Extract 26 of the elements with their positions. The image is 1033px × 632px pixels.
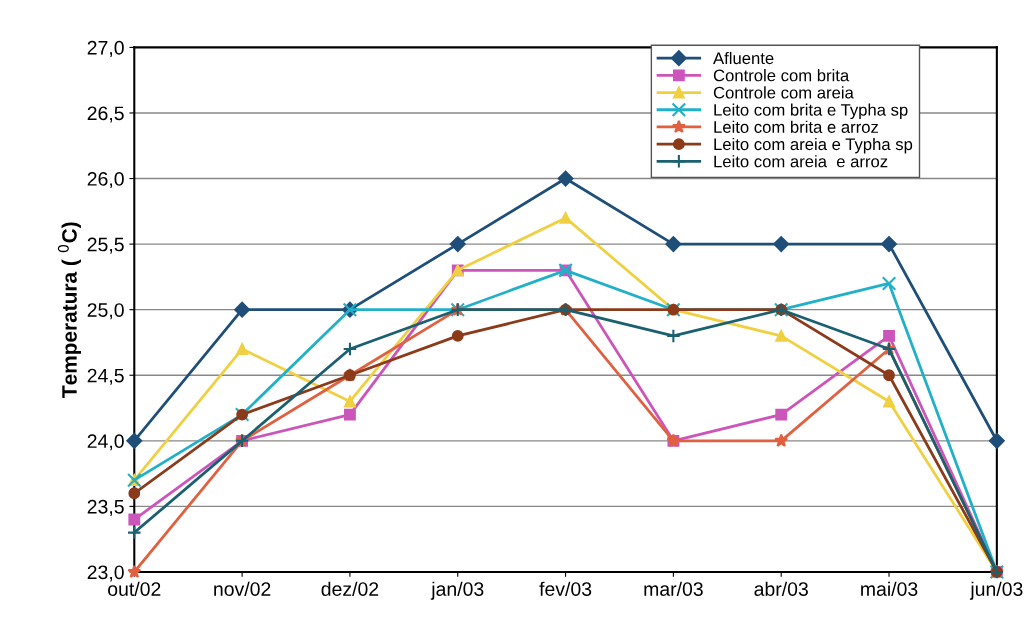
y-tick-label: 23,5 xyxy=(87,499,124,516)
x-tick-label: out/02 xyxy=(108,581,161,596)
x-tick-label: fev/03 xyxy=(539,581,592,596)
legend-label: Leito com brita e arroz xyxy=(714,120,879,133)
y-tick-label: 26,5 xyxy=(87,106,124,123)
x-tick-label: jan/03 xyxy=(430,581,484,600)
legend-label: Leito com areia e arroz xyxy=(714,155,888,168)
y-tick-label: 24,0 xyxy=(87,434,124,451)
legend-label: Leito com brita e Typha sp xyxy=(714,103,908,120)
y-tick-label: 23,0 xyxy=(87,565,124,582)
x-tick-label: mai/03 xyxy=(861,581,918,596)
y-tick-label: 25,5 xyxy=(87,237,124,254)
y-tick-label: 24,5 xyxy=(87,368,124,385)
legend-label: Leito com areia e Typha sp xyxy=(714,137,913,154)
x-tick-label: abr/03 xyxy=(754,581,808,596)
x-tick-label: mar/03 xyxy=(644,581,703,596)
legend-label: Afluente xyxy=(713,51,774,65)
x-tick-label: nov/02 xyxy=(214,581,271,596)
x-tick-label: jun/03 xyxy=(969,581,1023,600)
y-tick-label: 25,0 xyxy=(87,303,124,320)
y-axis-title: Temperatura ( $^{0}$C) xyxy=(57,222,81,398)
legend-label: Controle com areia xyxy=(713,86,854,99)
legend-label: Controle com brita xyxy=(713,69,850,82)
y-tick-label: 26,0 xyxy=(87,172,124,189)
y-tick-label: 27,0 xyxy=(87,40,124,57)
x-tick-label: dez/02 xyxy=(321,581,379,596)
